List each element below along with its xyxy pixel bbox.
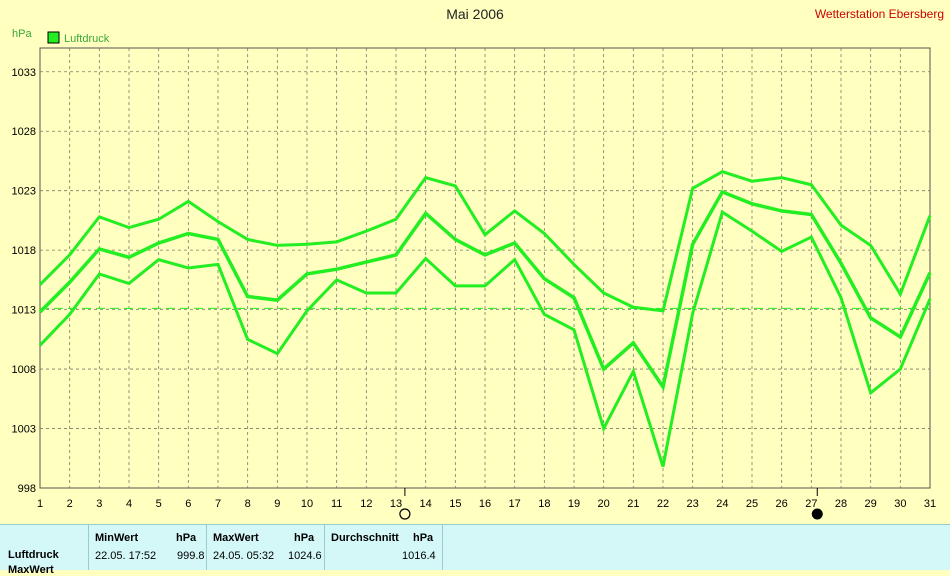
series-line-2 [38, 189, 932, 392]
x-tick-label: 18 [538, 498, 550, 510]
x-tick-label: 28 [835, 498, 847, 510]
min-header: MinWert [95, 532, 139, 544]
x-tick-label: 10 [301, 498, 313, 510]
x-tick-label: 9 [274, 498, 280, 510]
grid [39, 47, 931, 489]
series-line-3 [38, 209, 932, 468]
moon-markers [399, 488, 823, 520]
min-value: 999.8 [177, 550, 205, 562]
x-tick-label: 31 [924, 498, 936, 510]
stats-panel: Luftdruck MaxWert MinWert hPa 22.05. 17:… [0, 524, 950, 576]
max-header: MaxWert [213, 532, 259, 544]
x-tick-label: 29 [865, 498, 877, 510]
max-time: 24.05. 05:32 [213, 550, 275, 562]
series-line-1 [38, 170, 932, 313]
full-moon-icon [399, 508, 411, 520]
y-tick-label: 1003 [12, 424, 36, 436]
avg-header: Durchschnitt [331, 532, 399, 544]
x-tick-label: 27 [805, 498, 817, 510]
min-cell: MinWert hPa 22.05. 17:52 999.8 [88, 525, 206, 570]
x-tick-label: 8 [245, 498, 251, 510]
x-tick-label: 7 [215, 498, 221, 510]
y-axis-unit: hPa [12, 28, 32, 40]
y-tick-label: 1033 [12, 67, 36, 79]
x-tick-label: 5 [156, 498, 162, 510]
min-time: 22.05. 17:52 [95, 550, 157, 562]
avg-unit: hPa [413, 532, 434, 544]
x-tick-label: 14 [420, 498, 432, 510]
x-tick-label: 26 [776, 498, 788, 510]
x-tick-label: 2 [67, 498, 73, 510]
x-axis-ticks: 1 2 3 4 5 6 7 8 9 10 11 12 13 14 15 16 17 18 19 20 21 22 23 24 2… [37, 498, 936, 510]
x-tick-label: 6 [185, 498, 191, 510]
row-label-luftdruck: Luftdruck [8, 549, 59, 561]
row-label-maxwert: MaxWert [8, 564, 54, 576]
x-tick-label: 16 [479, 498, 491, 510]
x-tick-label: 12 [360, 498, 372, 510]
avg-value: 1016.4 [402, 550, 436, 562]
x-tick-label: 4 [126, 498, 132, 510]
legend: Luftdruck [47, 31, 110, 45]
x-tick-label: 30 [894, 498, 906, 510]
y-axis-ticks: 998 1003 1008 1013 1018 1023 1028 1033 [12, 67, 36, 495]
max-unit: hPa [294, 532, 315, 544]
x-tick-label: 22 [657, 498, 669, 510]
x-tick-label: 25 [746, 498, 758, 510]
y-tick-label: 1013 [12, 305, 36, 317]
x-tick-label: 20 [598, 498, 610, 510]
x-tick-label: 21 [627, 498, 639, 510]
y-tick-label: 1018 [12, 245, 36, 257]
station-name: Wetterstation Ebersberg [814, 7, 944, 21]
y-tick-label: 1008 [12, 364, 36, 376]
legend-label: Luftdruck [64, 33, 110, 45]
x-tick-label: 19 [568, 498, 580, 510]
min-unit: hPa [176, 532, 197, 544]
avg-cell: Durchschnitt hPa 1016.4 [324, 525, 443, 570]
x-tick-label: 1 [37, 498, 43, 510]
y-tick-label: 1023 [12, 186, 36, 198]
legend-swatch [47, 31, 60, 44]
y-tick-label: 998 [18, 483, 36, 495]
x-tick-label: 11 [331, 498, 342, 510]
series-lines [38, 170, 932, 468]
new-moon-icon [811, 508, 823, 520]
max-value: 1024.6 [288, 550, 322, 562]
x-tick-label: 15 [449, 498, 461, 510]
x-tick-label: 23 [687, 498, 699, 510]
x-tick-label: 24 [716, 498, 728, 510]
x-tick-label: 13 [390, 498, 402, 510]
x-tick-label: 3 [96, 498, 102, 510]
max-cell: MaxWert hPa 24.05. 05:32 1024.6 [206, 525, 324, 570]
x-tick-label: 17 [509, 498, 521, 510]
y-tick-label: 1028 [12, 126, 36, 138]
chart-title: Mai 2006 [446, 6, 504, 22]
